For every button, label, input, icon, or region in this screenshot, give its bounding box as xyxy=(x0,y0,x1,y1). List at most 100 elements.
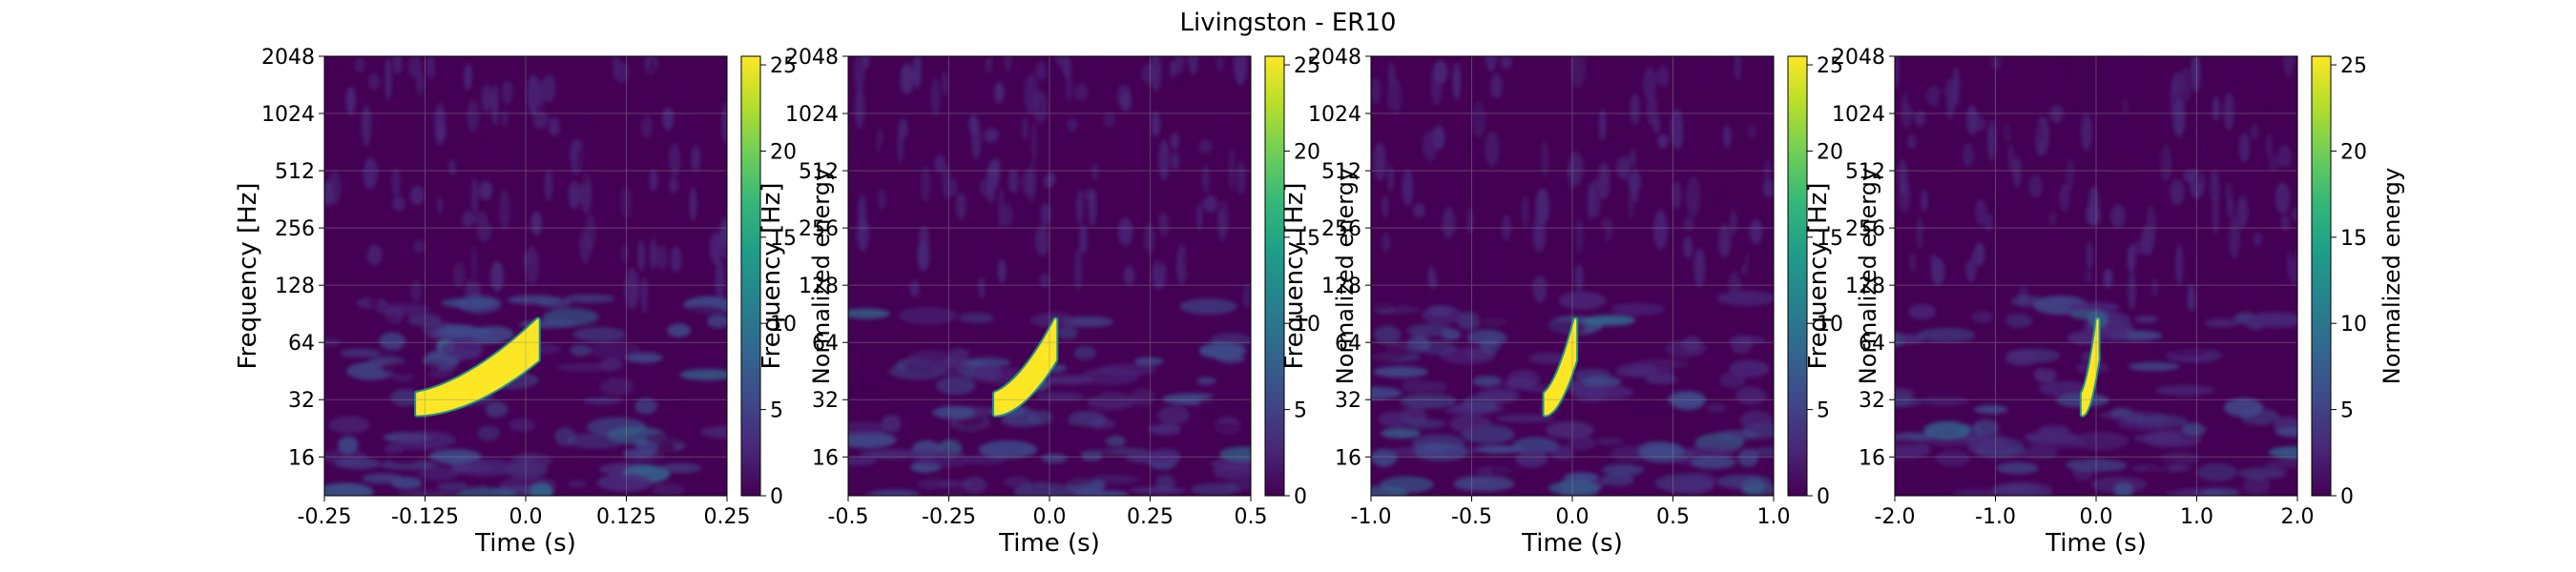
noise-blob xyxy=(1423,130,1438,162)
y-tick-label: 64 xyxy=(1335,332,1361,356)
noise-blob xyxy=(375,56,384,67)
noise-blob xyxy=(1371,344,1410,362)
noise-blob xyxy=(1583,315,1636,326)
noise-blob xyxy=(1933,117,1942,134)
noise-blob xyxy=(354,57,365,72)
noise-blob xyxy=(1046,67,1055,82)
noise-blob xyxy=(1612,139,1627,160)
noise-blob xyxy=(1128,63,1139,103)
noise-blob xyxy=(1990,56,2001,71)
noise-blob xyxy=(1123,265,1135,286)
noise-blob xyxy=(1926,85,1942,106)
noise-blob xyxy=(1522,195,1529,228)
noise-blob xyxy=(639,335,674,351)
figure-title: Livingston - ER10 xyxy=(1180,9,1397,37)
colorbar-tick-label: 20 xyxy=(1294,140,1320,164)
noise-blob xyxy=(848,421,888,437)
noise-blob xyxy=(988,57,997,77)
noise-blob xyxy=(899,306,958,325)
noise-blob xyxy=(1067,117,1078,133)
y-tick-label: 32 xyxy=(1859,389,1885,413)
noise-blob xyxy=(2098,330,2130,341)
colorbar-tick-label: 25 xyxy=(2340,54,2367,78)
noise-blob xyxy=(2086,240,2093,270)
noise-blob xyxy=(2225,158,2233,187)
noise-blob xyxy=(1191,422,1248,437)
y-tick-label: 64 xyxy=(1859,332,1885,356)
noise-blob xyxy=(654,399,684,412)
y-tick-label: 256 xyxy=(1845,217,1885,241)
y-tick-label: 2048 xyxy=(261,46,315,70)
noise-blob xyxy=(499,190,510,230)
noise-blob xyxy=(2277,145,2293,168)
y-tick-label: 256 xyxy=(1321,217,1361,241)
noise-blob xyxy=(2268,446,2297,460)
noise-blob xyxy=(913,56,922,90)
noise-blob xyxy=(1471,101,1486,137)
noise-blob xyxy=(2127,244,2136,273)
noise-blob xyxy=(1474,308,1516,327)
noise-blob xyxy=(1381,194,1389,217)
noise-blob xyxy=(672,84,684,113)
noise-blob xyxy=(2264,460,2297,469)
noise-blob xyxy=(1749,218,1763,244)
noise-blob xyxy=(1134,357,1164,366)
noise-blob xyxy=(1500,56,1512,70)
noise-blob xyxy=(707,314,727,329)
noise-blob xyxy=(1706,402,1727,414)
noise-blob xyxy=(1667,390,1707,408)
noise-blob xyxy=(1155,474,1175,491)
noise-blob xyxy=(1979,439,2012,453)
noise-blob xyxy=(1655,140,1669,174)
noise-blob xyxy=(1091,56,1100,80)
noise-blob xyxy=(1898,181,1911,214)
signal-chirp xyxy=(414,317,541,418)
noise-blob xyxy=(1386,76,1402,116)
noise-blob xyxy=(715,259,725,298)
y-tick-label: 512 xyxy=(1845,160,1885,184)
noise-blob xyxy=(1693,248,1706,288)
noise-blob xyxy=(583,397,622,405)
noise-blob xyxy=(457,459,517,477)
noise-blob xyxy=(2113,482,2134,496)
noise-blob xyxy=(418,466,459,480)
noise-blob xyxy=(921,165,930,203)
noise-blob xyxy=(2067,107,2077,133)
noise-blob xyxy=(1597,225,1608,243)
noise-blob xyxy=(1739,410,1773,429)
noise-blob xyxy=(878,138,893,173)
noise-blob xyxy=(1952,66,1960,106)
colorbar xyxy=(1787,55,1808,497)
x-tick-label: 0.25 xyxy=(1127,505,1174,529)
noise-blob xyxy=(687,116,703,151)
noise-blob xyxy=(471,177,479,214)
noise-blob xyxy=(1909,253,1917,273)
signal-core xyxy=(416,318,539,416)
noise-blob xyxy=(2245,279,2255,313)
noise-blob xyxy=(2242,477,2271,496)
noise-blob xyxy=(587,97,601,120)
noise-blob xyxy=(446,71,459,105)
noise-blob xyxy=(2040,84,2047,118)
noise-blob xyxy=(450,297,497,310)
noise-blob xyxy=(2038,380,2089,397)
noise-blob xyxy=(909,279,920,297)
y-tick-label: 1024 xyxy=(785,103,839,127)
noise-blob xyxy=(558,368,613,384)
noise-blob xyxy=(1987,120,1997,162)
noise-blob xyxy=(1532,276,1548,303)
noise-blob xyxy=(1598,161,1610,200)
noise-blob xyxy=(1618,120,1632,142)
noise-blob xyxy=(2268,154,2279,172)
noise-blob xyxy=(1219,446,1251,462)
noise-blob xyxy=(1693,59,1709,95)
noise-blob xyxy=(1157,405,1191,425)
noise-blob xyxy=(955,430,979,440)
noise-blob xyxy=(1974,242,1985,267)
noise-blob xyxy=(1553,169,1565,212)
noise-blob xyxy=(978,440,1037,459)
noise-blob xyxy=(942,70,948,98)
noise-blob xyxy=(1148,448,1181,462)
noise-blob xyxy=(2234,66,2249,83)
noise-blob xyxy=(436,482,468,491)
